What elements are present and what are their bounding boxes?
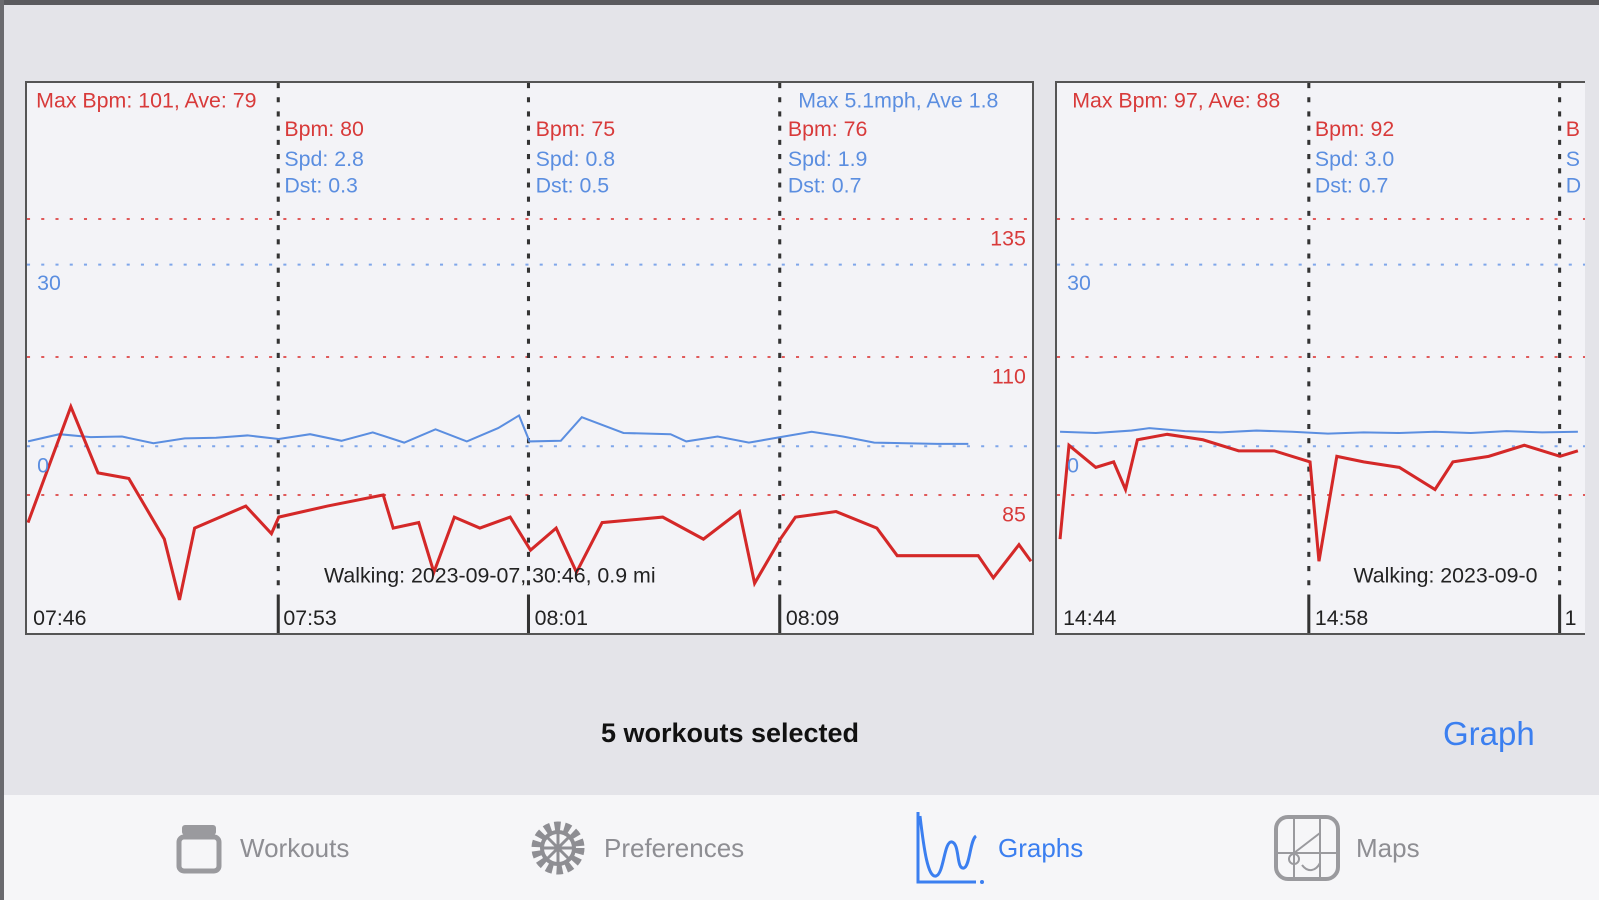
segment-bpm: Bpm: 75 — [536, 117, 616, 141]
workout-caption: Walking: 2023-09-0 — [1353, 563, 1537, 587]
window-frame-left — [0, 0, 4, 900]
time-label: 08:09 — [786, 606, 839, 630]
speed-series-line — [27, 413, 969, 445]
workout-graph-1[interactable]: Max Bpm: 101, Ave: 79 Max 5.1mph, Ave 1.… — [25, 81, 1034, 635]
workout-graph-2[interactable]: Max Bpm: 97, Ave: 88 30 0 Bpm: 92 Spd: 3… — [1055, 81, 1585, 635]
tab-preferences[interactable]: Preferences — [526, 815, 744, 881]
time-label: 08:01 — [535, 606, 588, 630]
time-label: 07:46 — [33, 606, 86, 630]
time-label: 14:58 — [1315, 606, 1368, 630]
time-label: 1 — [1565, 606, 1577, 630]
max-speed-label: Max 5.1mph, Ave 1.8 — [798, 88, 998, 112]
time-label: 14:44 — [1063, 606, 1116, 630]
grid — [1057, 83, 1585, 633]
segment-speed: Spd: 1.9 — [788, 147, 868, 171]
segment-bpm: Bpm: 92 — [1315, 117, 1394, 141]
tab-bar: Workouts Preferences Graphs Maps — [4, 795, 1599, 900]
tab-label: Preferences — [604, 832, 745, 863]
speed-tick-label: 0 — [1067, 454, 1079, 478]
window-frame-top — [0, 0, 1599, 5]
speed-tick-label: 0 — [37, 454, 49, 478]
bpm-tick-label: 85 — [1002, 502, 1026, 526]
segment-bpm: Bpm: 76 — [788, 117, 868, 141]
segment-speed: Spd: 3.0 — [1315, 147, 1395, 171]
time-label: 07:53 — [283, 606, 336, 630]
tab-workouts[interactable]: Workouts — [172, 815, 349, 881]
segment-bpm: Bpm: 80 — [284, 117, 364, 141]
graph-icon — [916, 812, 984, 884]
max-bpm-label: Max Bpm: 101, Ave: 79 — [36, 88, 256, 112]
tab-label: Graphs — [998, 832, 1084, 863]
segment-distance: Dst: 0.3 — [284, 174, 358, 198]
segment-distance: Dst: 0.7 — [1315, 174, 1388, 198]
bpm-series-line — [1058, 432, 1579, 562]
speed-tick-label: 30 — [37, 271, 61, 295]
tab-label: Maps — [1356, 832, 1420, 863]
tab-label: Workouts — [240, 832, 350, 863]
segment-speed: S — [1566, 147, 1580, 171]
speed-tick-label: 30 — [1067, 271, 1091, 295]
workout-caption: Walking: 2023-09-07, 30:46, 0.9 mi — [324, 563, 656, 587]
segment-speed: Spd: 0.8 — [536, 147, 616, 171]
workout-graph-2-svg: Max Bpm: 97, Ave: 88 30 0 Bpm: 92 Spd: 3… — [1057, 83, 1585, 633]
segment-distance: Dst: 0.7 — [788, 174, 862, 198]
speed-series-line — [1060, 427, 1578, 435]
jar-icon — [176, 825, 222, 874]
workout-graph-1-svg: Max Bpm: 101, Ave: 79 Max 5.1mph, Ave 1.… — [27, 83, 1032, 633]
graph-button[interactable]: Graph — [1443, 715, 1535, 752]
segment-bpm: B — [1566, 117, 1580, 141]
tab-maps[interactable]: Maps — [1272, 815, 1420, 881]
bpm-series-line — [27, 402, 1032, 601]
bpm-tick-label: 135 — [990, 226, 1026, 250]
gear-icon — [531, 821, 585, 875]
segment-distance: D — [1566, 174, 1581, 198]
segment-distance: Dst: 0.5 — [536, 174, 610, 198]
map-icon — [1274, 815, 1340, 881]
selection-summary: 5 workouts selected — [600, 718, 860, 748]
max-bpm-label: Max Bpm: 97, Ave: 88 — [1072, 88, 1280, 112]
segment-speed: Spd: 2.8 — [284, 147, 364, 171]
bpm-tick-label: 110 — [992, 364, 1026, 388]
grid — [27, 83, 1032, 633]
tab-graphs[interactable]: Graphs — [914, 812, 1084, 884]
